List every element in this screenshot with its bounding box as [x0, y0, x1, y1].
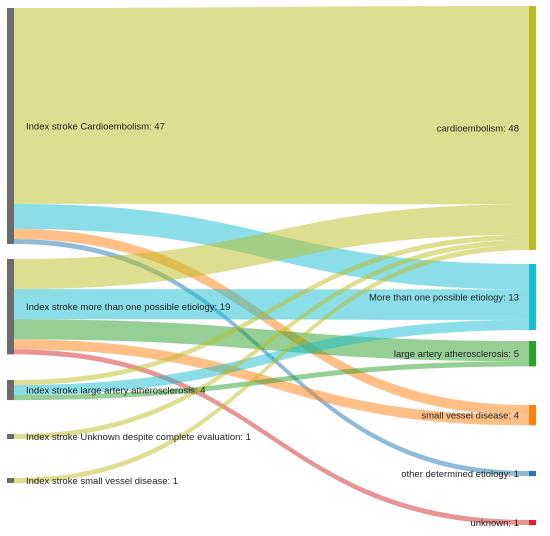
label-s_svd: Index stroke small vessel disease: 1	[26, 476, 178, 487]
links-layer	[14, 6, 529, 526]
label-s_more: Index stroke more than one possible etio…	[26, 302, 230, 313]
node-s_ce	[7, 8, 14, 244]
node-s_more	[7, 259, 14, 355]
label-t_svd: small vessel disease: 4	[421, 411, 519, 422]
link-s_ce-to-t_ce	[14, 6, 529, 205]
link-s_svd-to-t_ce	[14, 244, 529, 484]
link-s_more-to-t_more	[14, 289, 529, 320]
node-s_svd	[7, 478, 14, 484]
node-s_laa	[7, 380, 14, 401]
node-t_other	[529, 471, 536, 477]
label-s_laa: Index stroke large artery atherosclerosi…	[26, 386, 206, 397]
node-t_more	[529, 264, 536, 331]
node-t_ce	[529, 6, 536, 250]
label-s_unk: Index stroke Unknown despite complete ev…	[26, 432, 251, 443]
node-s_unk	[7, 434, 14, 440]
label-t_more: More than one possible etiology: 13	[369, 293, 519, 304]
link-s_laa-to-t_more	[14, 319, 529, 396]
node-t_svd	[529, 405, 536, 426]
link-s_more-to-t_ce	[14, 204, 529, 290]
node-t_unknown	[529, 520, 536, 526]
labels-layer: Index stroke Cardioembolism: 47 Index str…	[26, 122, 519, 530]
label-t_laa: large artery atherosclerosis: 5	[394, 349, 519, 360]
nodes-layer	[7, 6, 536, 526]
link-s_laa-to-t_laa	[14, 361, 529, 401]
link-s_ce-to-t_svd	[14, 228, 529, 416]
label-s_ce: Index stroke Cardioembolism: 47	[26, 122, 165, 133]
label-t_ce: cardioembolism: 48	[437, 124, 519, 135]
link-s_unk-to-t_ce	[14, 239, 529, 440]
label-t_unknown: unknown: 1	[470, 518, 519, 529]
link-s_more-to-t_unknown	[14, 349, 529, 526]
link-s_laa-to-t_ce	[14, 234, 529, 386]
node-t_laa	[529, 341, 536, 367]
label-t_other: other determined etiology: 1	[401, 469, 519, 480]
